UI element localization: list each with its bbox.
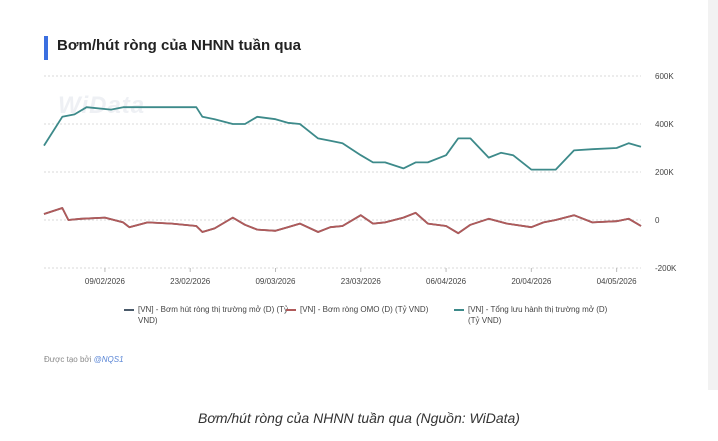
legend-swatch-1 [124,309,134,311]
y-tick-label-2: 200K [655,168,674,177]
x-tick-label-2: 09/03/2026 [255,277,296,286]
series-line-2 [43,207,642,235]
x-tick-label-0: 09/02/2026 [85,277,126,286]
chart-card: Bơm/hút ròng của NHNN tuần qua WiData 60… [43,0,718,390]
credit-line: Được tạo bởi @NQS1 [44,355,124,364]
x-tick-label-5: 20/04/2026 [511,277,552,286]
credit-prefix: Được tạo bởi [44,355,92,364]
x-tick-label-1: 23/02/2026 [170,277,211,286]
legend-item-3[interactable]: [VN] - Tổng lưu hành thị trường mở (D) (… [454,304,618,326]
card-edge [708,0,718,390]
legend-swatch-2 [286,309,296,311]
x-tick-label-4: 06/04/2026 [426,277,467,286]
credit-author-link[interactable]: @NQS1 [93,355,124,364]
legend-item-1[interactable]: [VN] - Bơm hút ròng thị trường mở (D) (T… [124,304,288,326]
x-tick-label-6: 04/05/2026 [597,277,638,286]
y-tick-label-0: 600K [655,72,674,81]
y-tick-label-3: 0 [655,216,660,225]
legend-label-1: [VN] - Bơm hút ròng thị trường mở (D) (T… [138,305,289,325]
legend-label-3: [VN] - Tổng lưu hành thị trường mở (D) (… [468,305,608,325]
x-tick-label-3: 23/03/2026 [341,277,382,286]
series-line-3 [43,106,642,171]
title-accent-bar [44,36,48,60]
chart-title: Bơm/hút ròng của NHNN tuần qua [57,37,301,54]
line-chart: 600K 400K 200K 0 -200K 09/02/2026 23/02/2026 09… [43,72,677,286]
figure-caption: Bơm/hút ròng của NHNN tuần qua (Nguồn: W… [198,410,520,426]
y-tick-label-4: -200K [655,264,677,273]
legend-item-2[interactable]: [VN] - Bơm ròng OMO (D) (Tỷ VND) [286,304,450,315]
y-tick-label-1: 400K [655,120,674,129]
legend-label-2: [VN] - Bơm ròng OMO (D) (Tỷ VND) [300,305,429,314]
legend-swatch-3 [454,309,464,311]
